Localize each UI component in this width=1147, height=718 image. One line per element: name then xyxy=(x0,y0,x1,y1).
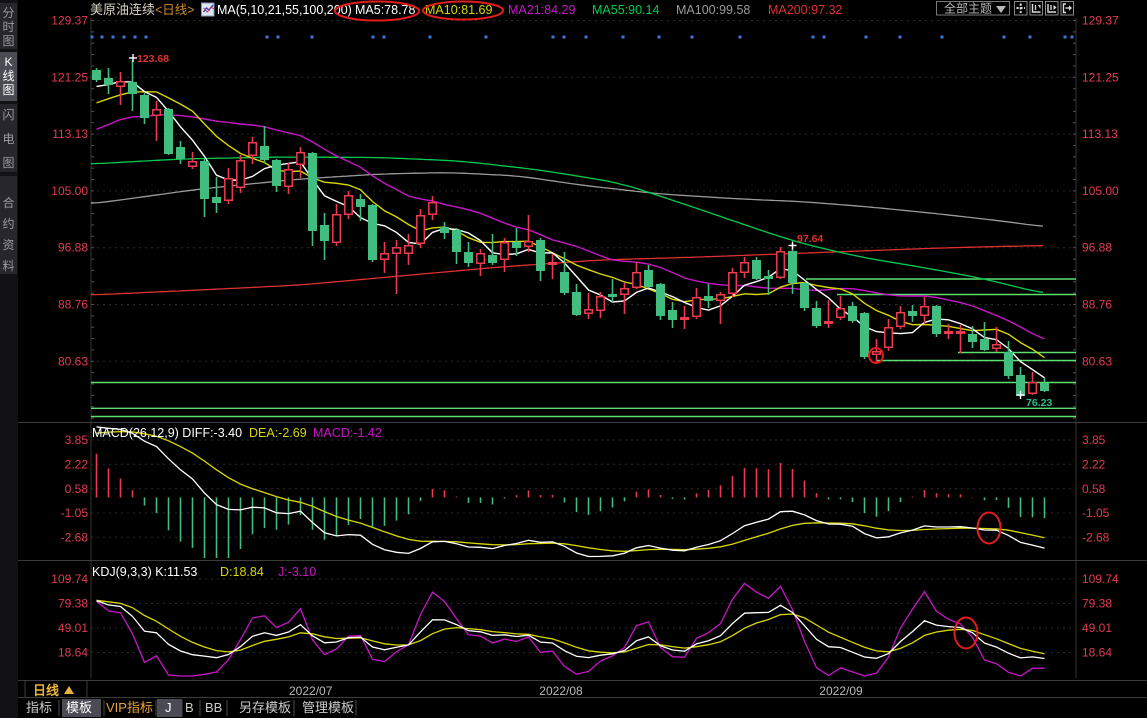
svg-text:2022/08: 2022/08 xyxy=(539,684,583,698)
svg-text:管理模板: 管理模板 xyxy=(302,700,354,715)
svg-text:MACD:-1.42: MACD:-1.42 xyxy=(313,426,382,440)
svg-text:日线: 日线 xyxy=(33,683,59,698)
svg-text:3.85: 3.85 xyxy=(1082,433,1106,447)
svg-text:闪: 闪 xyxy=(2,108,14,122)
svg-text:129.37: 129.37 xyxy=(51,14,88,28)
svg-text:图: 图 xyxy=(2,83,14,97)
svg-text:0.58: 0.58 xyxy=(65,482,89,496)
svg-text:VIP指标: VIP指标 xyxy=(106,700,153,715)
svg-text:80.63: 80.63 xyxy=(58,354,88,368)
svg-text:105.00: 105.00 xyxy=(51,184,88,198)
svg-text:另存模板: 另存模板 xyxy=(239,700,291,715)
svg-text:模板: 模板 xyxy=(66,700,92,715)
svg-text:2022/09: 2022/09 xyxy=(819,684,863,698)
svg-text:79.38: 79.38 xyxy=(1082,597,1112,611)
svg-text:-1.05: -1.05 xyxy=(61,506,89,520)
svg-text:指标: 指标 xyxy=(26,700,52,715)
svg-text:分: 分 xyxy=(2,6,14,20)
svg-text:109.74: 109.74 xyxy=(1082,572,1119,586)
svg-text:105.00: 105.00 xyxy=(1082,184,1119,198)
svg-text:<日线>: <日线> xyxy=(155,3,195,17)
svg-text:97.64: 97.64 xyxy=(797,233,823,245)
svg-text:88.76: 88.76 xyxy=(58,298,88,312)
svg-text:DEA:-2.69: DEA:-2.69 xyxy=(249,426,307,440)
svg-text:121.25: 121.25 xyxy=(51,70,88,84)
svg-text:129.37: 129.37 xyxy=(1082,14,1119,28)
svg-text:KDJ(9,3,3) K:11.53: KDJ(9,3,3) K:11.53 xyxy=(92,565,197,579)
svg-text:79.38: 79.38 xyxy=(58,597,88,611)
svg-text:0.58: 0.58 xyxy=(1082,482,1106,496)
svg-text:49.01: 49.01 xyxy=(58,621,88,635)
svg-text:113.13: 113.13 xyxy=(52,127,88,141)
svg-text:全部主题: 全部主题 xyxy=(944,1,992,16)
svg-text:109.74: 109.74 xyxy=(51,572,88,586)
svg-text:电: 电 xyxy=(2,132,14,146)
svg-text:B: B xyxy=(185,700,194,715)
svg-text:MACD(26,12,9) DIFF:-3.40: MACD(26,12,9) DIFF:-3.40 xyxy=(92,426,242,440)
svg-text:图: 图 xyxy=(2,156,14,170)
svg-text:D:18.84: D:18.84 xyxy=(220,565,264,579)
svg-text:113.13: 113.13 xyxy=(1082,127,1118,141)
svg-text:K: K xyxy=(4,55,12,69)
svg-text:图: 图 xyxy=(2,34,14,48)
svg-text:美原油连续: 美原油连续 xyxy=(90,2,155,17)
svg-text:时: 时 xyxy=(2,20,14,34)
svg-text:49.01: 49.01 xyxy=(1082,621,1112,635)
svg-text:线: 线 xyxy=(2,69,14,83)
svg-text:123.68: 123.68 xyxy=(137,53,169,65)
svg-text:BB: BB xyxy=(205,700,222,715)
svg-text:18.64: 18.64 xyxy=(1082,646,1112,660)
svg-text:MA200:97.32: MA200:97.32 xyxy=(768,3,842,17)
svg-text:80.63: 80.63 xyxy=(1082,354,1112,368)
svg-text:J:-3.10: J:-3.10 xyxy=(278,565,316,579)
svg-text:96.88: 96.88 xyxy=(58,241,88,255)
svg-text:2.22: 2.22 xyxy=(65,457,89,471)
svg-text:18.64: 18.64 xyxy=(58,646,88,660)
svg-text:MA(5,10,21,55,100,200): MA(5,10,21,55,100,200) xyxy=(217,3,352,17)
svg-text:MA55:90.14: MA55:90.14 xyxy=(592,3,659,17)
svg-text:MA21:84.29: MA21:84.29 xyxy=(508,3,575,17)
svg-text:MA5:78.78: MA5:78.78 xyxy=(355,3,416,17)
svg-text:约: 约 xyxy=(2,216,14,231)
svg-text:-1.05: -1.05 xyxy=(1082,506,1110,520)
svg-text:MA10:81.69: MA10:81.69 xyxy=(425,3,492,17)
svg-text:MA100:99.58: MA100:99.58 xyxy=(676,3,750,17)
svg-text:料: 料 xyxy=(2,259,14,273)
svg-text:资: 资 xyxy=(2,238,14,252)
svg-text:96.88: 96.88 xyxy=(1082,241,1112,255)
svg-text:76.23: 76.23 xyxy=(1026,397,1052,409)
svg-text:121.25: 121.25 xyxy=(1082,70,1119,84)
svg-text:-2.68: -2.68 xyxy=(1082,530,1110,544)
svg-text:-2.68: -2.68 xyxy=(61,530,89,544)
svg-text:J: J xyxy=(165,700,172,715)
svg-text:合: 合 xyxy=(2,195,14,210)
svg-text:2022/07: 2022/07 xyxy=(289,684,333,698)
svg-text:2.22: 2.22 xyxy=(1082,457,1106,471)
svg-text:3.85: 3.85 xyxy=(65,433,89,447)
svg-text:88.76: 88.76 xyxy=(1082,298,1112,312)
